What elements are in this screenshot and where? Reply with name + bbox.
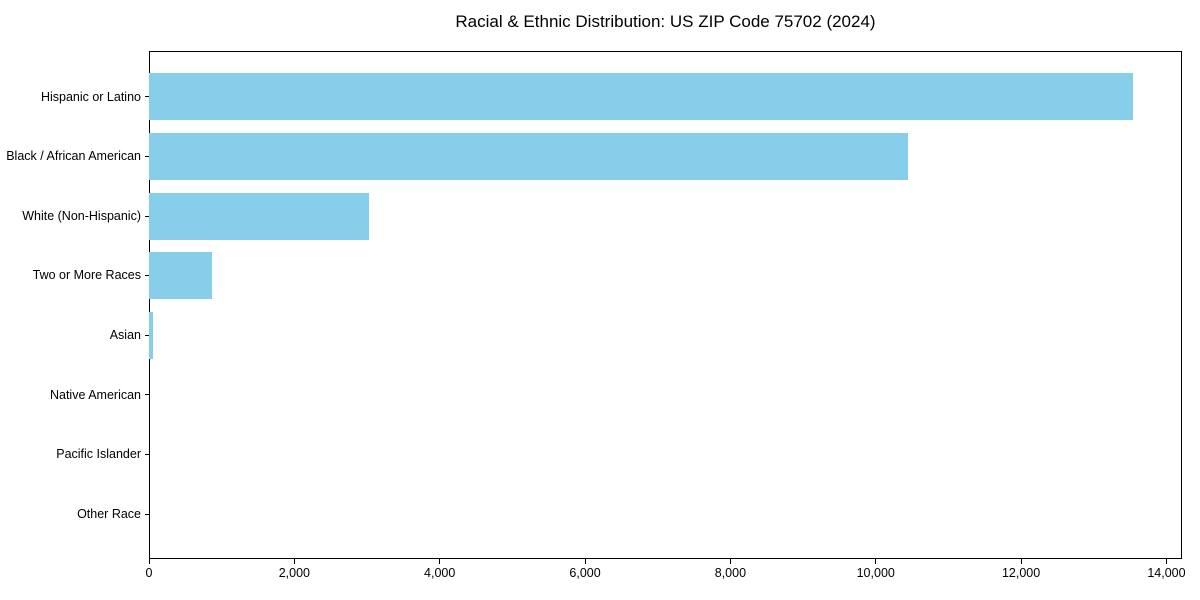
y-tick-mark	[141, 425, 149, 485]
x-tick-label: 14,000	[1147, 566, 1186, 580]
plot-area-frame	[149, 51, 1182, 559]
bar	[149, 311, 153, 359]
bar	[149, 192, 370, 240]
y-tick-label: Hispanic or Latino	[40, 89, 141, 104]
bar-row: Black / African American	[0, 127, 1182, 187]
bar-track	[149, 484, 1182, 544]
y-tick-mark	[141, 365, 149, 425]
bar-row: Native American	[0, 365, 1182, 425]
bar-row: White (Non-Hispanic)	[0, 186, 1182, 246]
y-tick-mark	[141, 127, 149, 187]
bar-track	[149, 67, 1182, 127]
y-tick-label: Black / African American	[6, 149, 141, 164]
x-tick-mark	[875, 559, 877, 564]
x-tick-label: 0	[145, 566, 153, 580]
y-tick-label: Other Race	[77, 506, 141, 521]
bar-row: Asian	[0, 306, 1182, 366]
y-tick-mark	[141, 306, 149, 366]
y-tick-mark	[141, 246, 149, 306]
bar	[149, 252, 212, 300]
x-tick-label: 6,000	[569, 566, 601, 580]
y-tick-label: Asian	[109, 328, 141, 343]
y-tick-label: White (Non-Hispanic)	[22, 208, 141, 223]
x-tick-label: 8,000	[714, 566, 747, 580]
bar	[149, 73, 1134, 121]
bar-track	[149, 127, 1182, 187]
x-tick-label: 4,000	[424, 566, 456, 580]
bar-track	[149, 186, 1182, 246]
y-tick-label: Pacific Islander	[56, 447, 141, 462]
y-tick-mark	[141, 67, 149, 127]
y-tick-label: Two or More Races	[32, 268, 141, 283]
x-tick-label: 12,000	[1001, 566, 1041, 580]
x-tick-mark	[1020, 559, 1022, 564]
bar-row: Two or More Races	[0, 246, 1182, 306]
x-tick-mark	[584, 559, 586, 564]
y-tick-mark	[141, 186, 149, 246]
chart-title: Racial & Ethnic Distribution: US ZIP Cod…	[455, 12, 876, 31]
bar-row: Hispanic or Latino	[0, 67, 1182, 127]
x-tick-label: 10,000	[856, 566, 895, 580]
bar-track	[149, 425, 1182, 485]
x-tick-mark	[148, 559, 150, 564]
x-tick-mark	[1165, 559, 1167, 564]
x-tick-mark	[439, 559, 441, 564]
x-tick-mark	[293, 559, 295, 564]
bar-track	[149, 306, 1182, 366]
bar-track	[149, 365, 1182, 425]
bar	[149, 132, 908, 180]
x-tick-mark	[729, 559, 731, 564]
bar-track	[149, 246, 1182, 306]
x-tick-label: 2,000	[278, 566, 310, 580]
y-tick-mark	[141, 484, 149, 544]
y-tick-label: Native American	[49, 387, 141, 402]
bar-rows: Hispanic or Latino Black / African Americ…	[0, 67, 1182, 544]
bar-row: Other Race	[0, 484, 1182, 544]
bar-row: Pacific Islander	[0, 425, 1182, 485]
